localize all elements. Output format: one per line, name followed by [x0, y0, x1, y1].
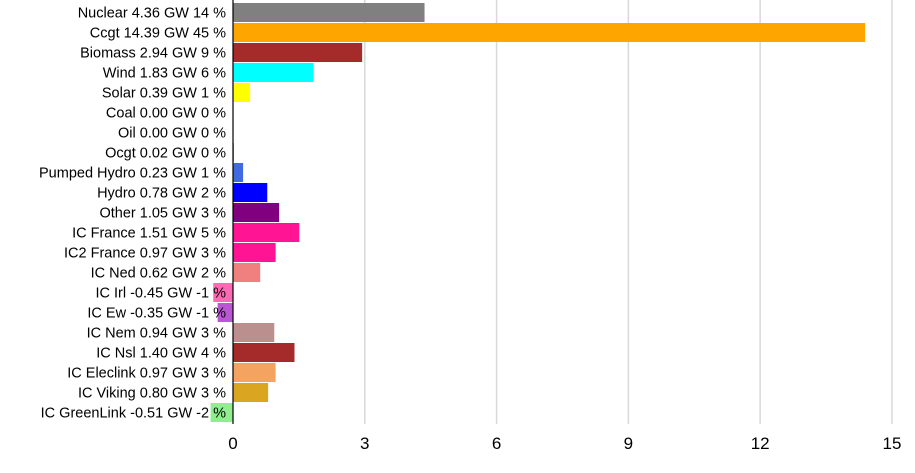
bar-17: [233, 343, 295, 362]
bar-19: [233, 383, 269, 402]
x-tick-labels: 0 3 6 9 12 15: [228, 434, 901, 453]
bar-18: [233, 363, 276, 382]
x-tick-label-15: 15: [882, 434, 901, 453]
bar-11: [233, 223, 300, 242]
bar-16: [233, 323, 275, 342]
bar-4: [233, 83, 251, 102]
category-label-16: IC Nem 0.94 GW 3 %: [87, 326, 227, 342]
category-label-15: IC Ew -0.35 GW -1 %: [87, 306, 226, 322]
bar-1: [233, 23, 866, 42]
category-labels: Nuclear 4.36 GW 14 % Ccgt 14.39 GW 45 % Bi…: [39, 6, 226, 422]
category-label-14: IC Irl -0.45 GW -1 %: [95, 286, 226, 302]
x-tick-label-0: 0: [228, 434, 237, 453]
category-label-19: IC Viking 0.80 GW 3 %: [78, 386, 226, 402]
bar-0: [233, 3, 425, 22]
bar-13: [233, 263, 261, 282]
category-label-3: Wind 1.83 GW 6 %: [103, 66, 226, 82]
category-label-8: Pumped Hydro 0.23 GW 1 %: [39, 166, 226, 182]
category-label-12: IC2 France 0.97 GW 3 %: [64, 246, 226, 262]
category-label-5: Coal 0.00 GW 0 %: [106, 106, 226, 122]
category-label-17: IC Nsl 1.40 GW 4 %: [96, 346, 226, 362]
category-label-10: Other 1.05 GW 3 %: [99, 206, 226, 222]
bar-10: [233, 203, 280, 222]
category-label-1: Ccgt 14.39 GW 45 %: [90, 26, 226, 42]
bar-12: [233, 243, 276, 262]
x-tick-label-6: 6: [492, 434, 501, 453]
bar-15: [217, 303, 233, 322]
category-label-11: IC France 1.51 GW 5 %: [72, 226, 226, 242]
category-label-2: Biomass 2.94 GW 9 %: [80, 46, 226, 62]
x-tick-label-3: 3: [360, 434, 369, 453]
category-label-0: Nuclear 4.36 GW 14 %: [78, 6, 226, 22]
bar-20: [210, 403, 233, 422]
bar-8: [233, 163, 244, 182]
bar-2: [233, 43, 363, 62]
x-tick-label-12: 12: [751, 434, 770, 453]
bars: [210, 3, 866, 422]
bar-9: [233, 183, 268, 202]
category-label-18: IC Eleclink 0.97 GW 3 %: [67, 366, 226, 382]
category-label-6: Oil 0.00 GW 0 %: [118, 126, 226, 142]
category-label-20: IC GreenLink -0.51 GW -2 %: [41, 406, 226, 422]
bar-3: [233, 63, 314, 82]
bar-14: [213, 283, 233, 302]
category-label-4: Solar 0.39 GW 1 %: [102, 86, 226, 102]
x-tick-label-9: 9: [624, 434, 633, 453]
category-label-7: Ocgt 0.02 GW 0 %: [105, 146, 226, 162]
grid-lines: [364, 0, 893, 424]
category-label-9: Hydro 0.78 GW 2 %: [97, 186, 226, 202]
category-label-13: IC Ned 0.62 GW 2 %: [91, 266, 226, 282]
